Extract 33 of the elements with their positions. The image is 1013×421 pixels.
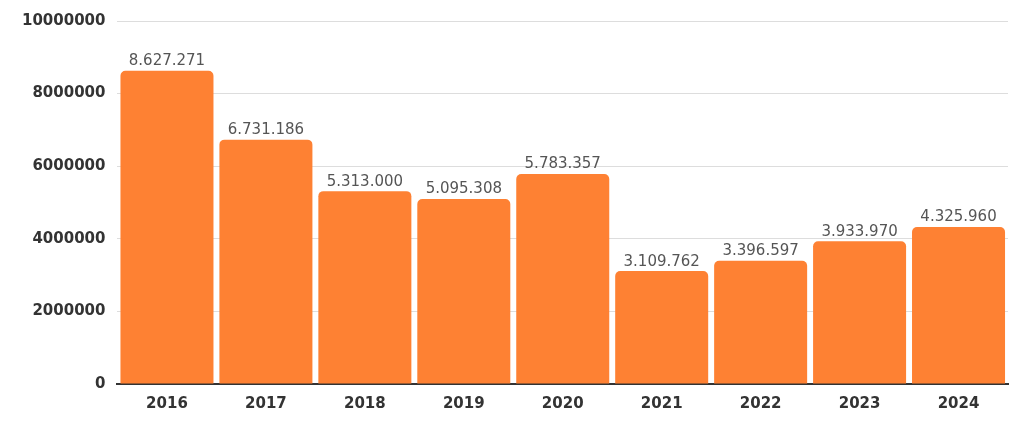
y-tick-label: 6000000 [32,156,106,175]
x-tick-label: 2024 [937,393,980,412]
x-tick-label: 2018 [343,393,386,412]
data-label: 5.783.357 [524,154,601,173]
bar [120,70,214,384]
y-tick-label: 2000000 [32,301,106,320]
data-label: 3.933.970 [821,221,898,240]
y-tick-label: 10000000 [22,10,106,29]
y-tick-label: 0 [95,373,106,392]
bar [417,199,511,384]
data-label: 5.313.000 [326,171,404,190]
bar [219,139,313,384]
x-tick-label: 2016 [146,393,188,412]
x-tick-label: 2020 [541,393,584,412]
data-label: 4.325.960 [920,207,997,226]
x-tick-label: 2022 [739,393,782,412]
data-label: 8.627.271 [128,51,206,70]
data-label: 3.109.762 [623,251,700,270]
bar [615,271,709,384]
data-label: 5.095.308 [425,179,502,198]
x-tick-label: 2019 [442,393,485,412]
x-tick-label: 2023 [838,393,881,412]
y-tick-label: 8000000 [32,83,106,102]
x-tick-label: 2021 [640,393,683,412]
bar [318,191,412,384]
data-label: 6.731.186 [227,120,305,139]
bar [516,174,610,384]
bar [714,260,808,384]
x-tick-label: 2017 [245,393,287,412]
bar [813,241,907,384]
bar [912,226,1006,384]
data-label: 3.396.597 [722,241,799,260]
y-tick-label: 4000000 [32,228,106,247]
